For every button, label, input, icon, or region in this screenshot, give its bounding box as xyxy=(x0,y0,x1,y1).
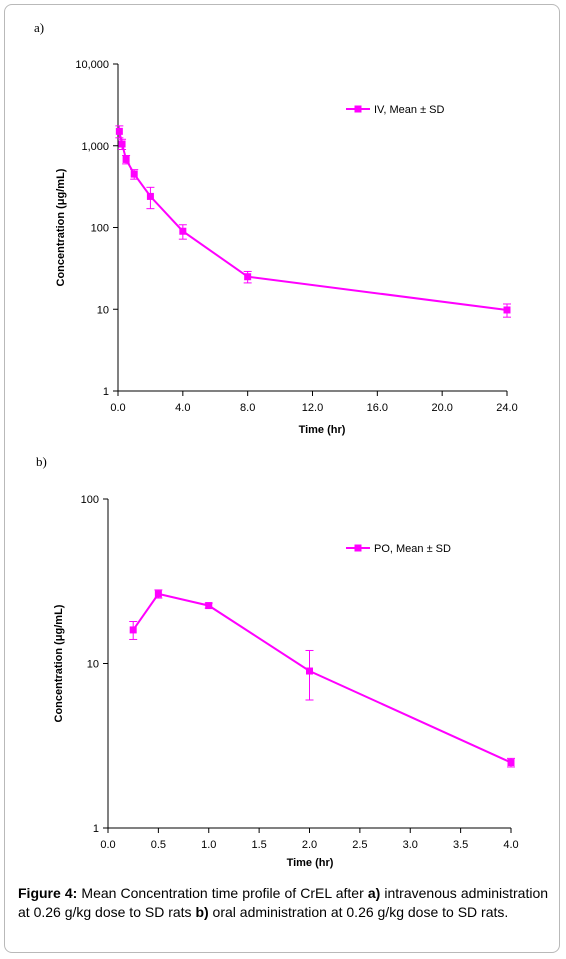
chart-a-x-tick-label: 0.0 xyxy=(110,402,125,414)
chart-b-legend-label: PO, Mean ± SD xyxy=(374,543,451,555)
chart-b-y-axis-title: Concentration (μg/mL) xyxy=(53,604,65,722)
chart-b-x-tick-label: 2.5 xyxy=(352,839,367,851)
caption-text-1: Mean Concentration time profile of CrEL … xyxy=(77,885,368,901)
figure-caption: Figure 4: Mean Concentration time profil… xyxy=(18,884,548,922)
chart-a-data-point xyxy=(122,155,130,163)
chart-b-x-axis-title: Time (hr) xyxy=(287,857,334,869)
chart-a-x-tick-label: 24.0 xyxy=(496,402,517,414)
chart-a-data-point xyxy=(118,140,126,148)
chart-b-x-tick-label: 4.0 xyxy=(503,839,518,851)
chart-a-data-point xyxy=(146,192,154,200)
chart-a-y-tick-label: 1,000 xyxy=(81,141,109,153)
chart-a-data-point xyxy=(244,273,252,281)
chart-a-legend-marker xyxy=(354,105,362,113)
chart-a-x-axis-title: Time (hr) xyxy=(299,424,346,436)
chart-b-panel-label: b) xyxy=(36,454,47,469)
chart-a-y-axis-title: Concentration (μg/mL) xyxy=(55,168,67,286)
caption-part-b: b) xyxy=(195,904,209,920)
caption-part-a: a) xyxy=(367,885,381,901)
chart-a-data-point xyxy=(130,170,138,178)
figure-frame xyxy=(4,4,560,953)
chart-b-series-line xyxy=(132,592,512,764)
chart-b-legend-marker xyxy=(354,544,362,552)
chart-b-x-tick-label: 3.5 xyxy=(453,839,468,851)
caption-text-3: oral administration at 0.26 g/kg dose to… xyxy=(208,904,509,920)
chart-a-y-tick-label: 10,000 xyxy=(75,59,109,71)
chart-b-y-tick-label: 100 xyxy=(81,494,99,506)
chart-a-x-tick-label: 16.0 xyxy=(367,402,388,414)
caption-label: Figure 4: xyxy=(18,885,78,901)
chart-b-x-tick-label: 0.0 xyxy=(100,839,115,851)
chart-a-x-tick-label: 12.0 xyxy=(302,402,323,414)
chart-a-data-point xyxy=(115,127,123,135)
chart-a-x-tick-label: 8.0 xyxy=(240,402,255,414)
chart-b-x-tick-label: 2.0 xyxy=(302,839,317,851)
chart-a-x-tick-label: 20.0 xyxy=(431,402,452,414)
chart-a-x-tick-label: 4.0 xyxy=(175,402,190,414)
chart-a-legend-label: IV, Mean ± SD xyxy=(374,104,444,116)
chart-a-data-point xyxy=(503,306,511,314)
chart-a-y-tick-label: 100 xyxy=(91,223,109,235)
chart-b-data-point xyxy=(507,759,515,767)
chart-b-data-point xyxy=(205,602,213,610)
caption-text-2: intravenous administration at 0.26 g/kg … xyxy=(18,885,549,920)
chart-a-data-point xyxy=(179,227,187,235)
chart-b-y-tick-label: 10 xyxy=(87,659,99,671)
chart-a-panel-label: a) xyxy=(34,20,44,35)
chart-b-x-tick-label: 1.5 xyxy=(251,839,266,851)
chart-a-series-line xyxy=(118,131,508,311)
chart-b-data-point xyxy=(154,590,162,598)
chart-b-data-point xyxy=(129,626,137,634)
chart-a-y-tick-label: 10 xyxy=(97,304,109,316)
chart-b-data-point xyxy=(306,667,313,675)
chart-b-x-tick-label: 0.5 xyxy=(151,839,166,851)
chart-b-x-tick-label: 1.0 xyxy=(201,839,216,851)
chart-b-x-tick-label: 3.0 xyxy=(403,839,418,851)
chart-b-y-tick-label: 1 xyxy=(93,823,99,835)
chart-a-y-tick-label: 1 xyxy=(103,386,109,398)
